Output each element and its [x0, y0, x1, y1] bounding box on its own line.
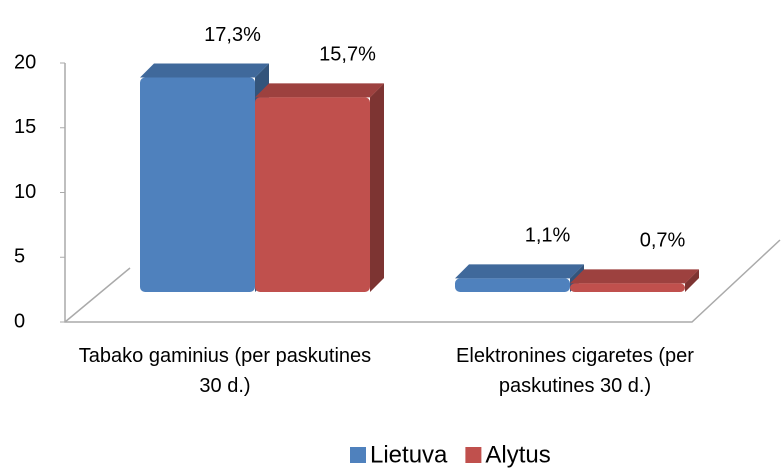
- bar: [140, 77, 255, 292]
- x-tick-label: Tabako gaminius (per paskutines 30 d.): [78, 345, 372, 397]
- data-label: 15,7%: [319, 44, 376, 66]
- bar-side: [370, 83, 384, 292]
- bar: [570, 283, 685, 292]
- data-label: 0,7%: [640, 230, 686, 252]
- legend-label: Lietuva: [370, 441, 448, 468]
- bar: [455, 278, 570, 292]
- bar-top: [455, 264, 584, 279]
- bar-top-shade: [140, 63, 269, 78]
- bar-top-shade: [255, 83, 384, 98]
- y-tick-label: 20: [14, 51, 36, 73]
- bar-top: [570, 269, 699, 284]
- y-tick-label: 15: [14, 116, 36, 138]
- bar-top: [255, 83, 384, 98]
- bar: [255, 97, 370, 292]
- bar-side-shade: [370, 83, 384, 292]
- bar-top: [140, 63, 269, 78]
- legend-swatch: [350, 447, 366, 463]
- y-tick-label: 0: [14, 310, 25, 332]
- bar-side-shade: [685, 269, 699, 292]
- x-tick-label: Elektronines cigaretes (per paskutines 3…: [456, 345, 694, 397]
- y-tick-label: 5: [14, 246, 25, 268]
- data-label: 17,3%: [204, 24, 261, 46]
- y-tick-label: 10: [14, 181, 36, 203]
- bar-side: [685, 269, 699, 292]
- legend-label: Alytus: [485, 441, 550, 468]
- data-label: 1,1%: [525, 225, 571, 247]
- floor-edge: [64, 267, 131, 323]
- legend-swatch: [465, 447, 482, 463]
- bar-top-shade: [455, 264, 584, 279]
- bar-top-shade: [570, 269, 699, 284]
